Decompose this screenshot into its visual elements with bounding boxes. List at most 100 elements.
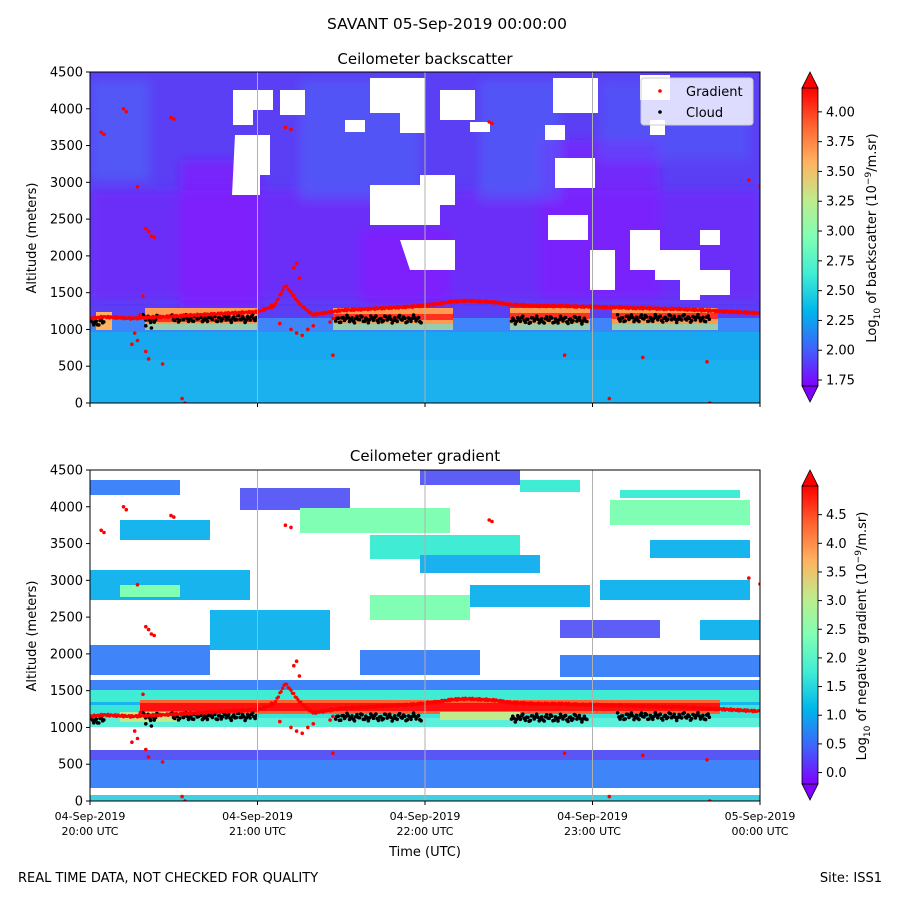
gradient-point <box>300 731 305 736</box>
cloud-point <box>346 713 351 718</box>
cloud-point <box>409 717 413 722</box>
cloud-point <box>629 313 634 317</box>
top-colorbar: 1.75 2.00 2.25 2.50 2.75 3.00 3.25 3.50 3.75 4.00… <box>801 71 883 403</box>
cloud-point <box>620 714 625 718</box>
cloud-point <box>623 717 627 721</box>
cloud-point <box>642 317 646 321</box>
gradient-point <box>297 276 302 280</box>
cloud-point <box>253 318 257 323</box>
bottom-y-tick-label: 4500 <box>50 464 83 479</box>
gradient-point <box>296 300 300 304</box>
cloud-point <box>679 716 684 720</box>
gradient-point <box>490 121 494 126</box>
cloud-point <box>639 711 644 715</box>
bottom-marker-layer <box>90 505 760 801</box>
bottom-y-tick-label: 1500 <box>50 684 83 699</box>
bottom-y-axis-label: Altitude (meters) <box>25 581 40 692</box>
top-colorbar-tick-label: 3.00 <box>826 225 855 240</box>
gradient-point <box>160 760 165 764</box>
cloud-point <box>585 717 589 722</box>
cloud-point <box>684 318 689 322</box>
cloud-point <box>585 319 589 324</box>
gradient-point <box>138 312 143 317</box>
bottom-x-tick-date: 04-Sep-2019 <box>222 810 293 823</box>
gradient-point <box>276 297 280 301</box>
cloud-point <box>521 314 525 319</box>
cloud-point <box>634 713 639 718</box>
gradient-point <box>180 794 184 799</box>
bottom-panel: 0 500 1000 1500 2000 2500 3000 3500 4000 4500 04-… <box>25 464 873 861</box>
cloud-point <box>376 320 381 325</box>
bottom-x-tick-date: 04-Sep-2019 <box>55 810 126 823</box>
gradient-point <box>294 331 299 335</box>
legend-box <box>640 77 754 126</box>
cloud-point <box>234 317 239 322</box>
top-y-tick-label: 1000 <box>50 323 83 338</box>
top-y-tick-label: 0 <box>75 397 83 412</box>
cloud-point <box>387 712 392 717</box>
cloud-point <box>210 317 215 322</box>
bottom-panel-title: Ceilometer gradient <box>350 447 500 465</box>
cloud-point <box>367 716 372 720</box>
cloud-point <box>352 719 357 723</box>
gradient-point <box>146 357 151 361</box>
cloud-point <box>357 715 362 720</box>
cloud-point <box>571 319 575 323</box>
cloud-point <box>647 717 651 721</box>
gradient-point <box>328 718 332 722</box>
top-y-tick-label: 4000 <box>50 102 83 117</box>
top-colorbar-tick-label: 2.00 <box>826 344 855 359</box>
cloud-point <box>253 716 257 721</box>
gradient-point <box>562 353 567 358</box>
gradient-point <box>132 331 137 335</box>
cloud-point <box>674 320 679 325</box>
gradient-point <box>172 117 176 121</box>
cloud-point <box>623 319 627 323</box>
cloud-point <box>333 717 338 721</box>
top-colorbar-tick-label: 3.75 <box>826 135 855 150</box>
gradient-point <box>757 311 760 315</box>
cloud-point <box>387 314 392 319</box>
gradient-point <box>292 663 296 668</box>
cloud-point <box>561 717 565 721</box>
gradient-point <box>124 109 129 114</box>
bottom-x-tick-time: 00:00 UTC <box>731 825 788 838</box>
bottom-colorbar-tick-label: 4.5 <box>826 508 847 523</box>
cloud-point <box>336 316 341 321</box>
gradient-point <box>331 714 335 719</box>
cloud-point <box>405 718 410 722</box>
cloud-point <box>547 716 551 721</box>
cloud-point <box>405 320 410 324</box>
cloud-point <box>97 323 101 327</box>
cloud-point <box>661 718 665 722</box>
bottom-y-tick-label: 2500 <box>50 611 83 626</box>
gradient-point <box>132 729 137 733</box>
cloud-point <box>403 316 407 321</box>
gradient-point <box>300 333 305 338</box>
top-colorbar-ticks: 1.75 2.00 2.25 2.50 2.75 3.00 3.25 3.50 3.75 4.00 <box>818 105 855 389</box>
gradient-point <box>102 530 106 535</box>
gradient-point <box>272 702 276 706</box>
top-vertical-gridlines <box>257 72 593 403</box>
top-colorbar-tick-label: 1.75 <box>826 374 855 389</box>
cloud-point <box>526 715 530 720</box>
cloud-point <box>346 315 351 320</box>
cloud-point <box>149 326 154 330</box>
cloud-point <box>376 718 381 723</box>
legend-cloud-label: Cloud <box>686 106 723 121</box>
cloud-point <box>573 713 578 718</box>
cloud-point <box>206 713 211 718</box>
cloud-point <box>366 320 371 325</box>
cloud-point <box>580 720 584 724</box>
gradient-point <box>294 659 299 663</box>
cloud-point <box>615 313 620 317</box>
cloud-point <box>371 318 376 323</box>
cloud-point <box>381 319 386 323</box>
top-colorbar-label: Log10 of backscatter (10−9/m.sr) <box>864 133 883 342</box>
gradient-point <box>289 327 293 332</box>
cloud-point <box>647 319 651 323</box>
top-y-tick-label: 3500 <box>50 139 83 154</box>
cloud-point <box>693 318 698 322</box>
gradient-point <box>294 261 299 266</box>
